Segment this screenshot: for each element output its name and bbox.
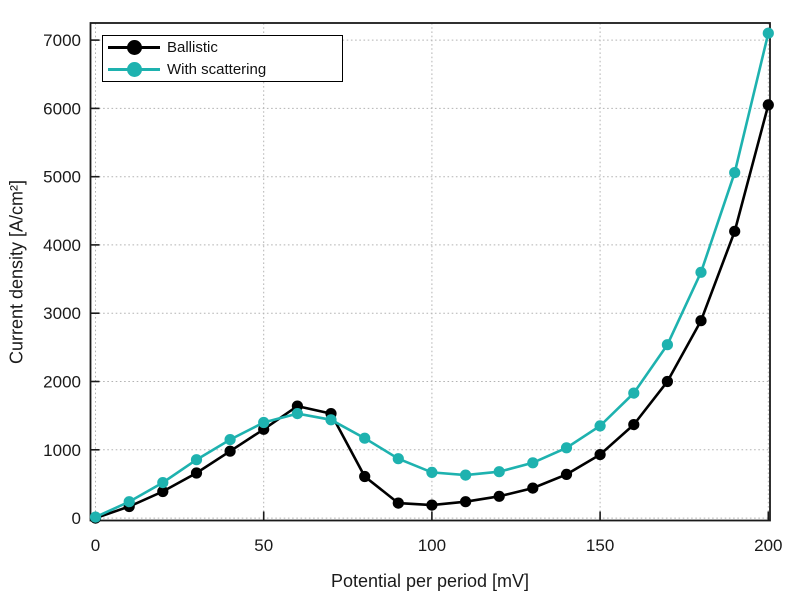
y-tick-label: 0 (72, 509, 81, 528)
data-point-with-scattering (762, 27, 774, 39)
legend-marker-icon (127, 40, 142, 56)
legend-sample-with-scattering (108, 61, 160, 78)
y-tick-label: 6000 (43, 99, 81, 118)
series-line-ballistic (95, 104, 770, 520)
x-tick-label: 100 (418, 536, 446, 555)
y-tick-label: 2000 (43, 373, 81, 392)
tick-marks (90, 39, 770, 521)
legend-label-ballistic: Ballistic (167, 39, 218, 57)
legend: Ballistic With scattering (102, 35, 343, 82)
legend-marker-icon (127, 61, 142, 77)
legend-label-with-scattering: With scattering (167, 60, 267, 78)
legend-sample-ballistic (108, 39, 160, 56)
x-tick-label: 0 (91, 536, 100, 555)
y-axis-label: Current density [A/cm²] (6, 179, 27, 365)
plot-frame (89, 22, 771, 522)
legend-item-ballistic: Ballistic (108, 38, 342, 58)
y-tick-labels: 0 1000 2000 3000 4000 5000 6000 7000 (43, 31, 81, 528)
series-line-with-scattering (94, 32, 770, 519)
x-axis-label: Potential per period [mV] (330, 571, 530, 591)
data-point-ballistic (762, 99, 774, 111)
legend-item-with-scattering: With scattering (108, 59, 342, 79)
x-tick-label: 200 (754, 536, 782, 555)
x-tick-label: 150 (586, 536, 614, 555)
x-tick-labels: 0 50 100 150 200 (91, 536, 783, 555)
x-tick-label: 50 (254, 536, 273, 555)
y-tick-label: 1000 (43, 441, 81, 460)
y-tick-label: 3000 (43, 304, 81, 323)
y-tick-label: 5000 (43, 168, 81, 187)
y-tick-label: 4000 (43, 236, 81, 255)
gridlines (90, 23, 770, 521)
y-tick-label: 7000 (43, 31, 81, 50)
